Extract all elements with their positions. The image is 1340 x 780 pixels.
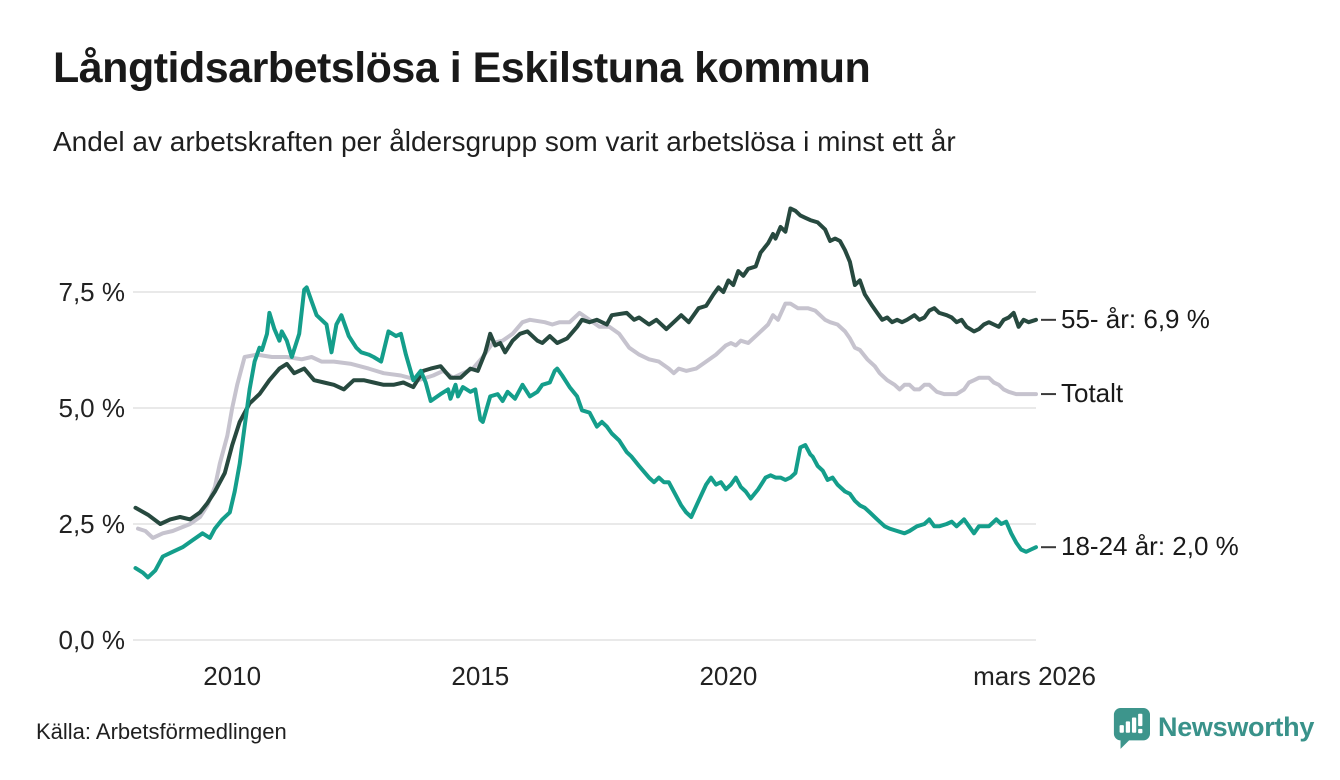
chart-subtitle: Andel av arbetskraften per åldersgrupp s… (53, 126, 956, 157)
series-end-label-totalt: Totalt (1061, 378, 1124, 409)
series-end-label-55ar: 55- år: 6,9 % (1061, 303, 1210, 334)
y-tick-label: 5,0 % (58, 393, 126, 423)
newsworthy-icon (1112, 706, 1150, 749)
y-tick-label: 2,5 % (58, 509, 126, 539)
x-tick-label: 2015 (451, 661, 510, 691)
source-text: Källa: Arbetsförmedlingen (36, 719, 287, 744)
x-tick-label: 2020 (699, 661, 758, 691)
y-tick-label: 0,0 % (58, 625, 126, 655)
logo-bubble-shape (1113, 708, 1150, 749)
newsworthy-logo[interactable]: Newsworthy (1112, 706, 1314, 749)
x-tick-label: mars 2026 (973, 661, 1096, 691)
x-tick-label: 2010 (203, 661, 262, 691)
y-tick-label: 7,5 % (58, 277, 126, 307)
series-end-label-1824ar: 18-24 år: 2,0 % (1061, 531, 1239, 562)
chart-title: Långtidsarbetslösa i Eskilstuna kommun (53, 44, 871, 92)
newsworthy-logo-text: Newsworthy (1158, 712, 1315, 742)
